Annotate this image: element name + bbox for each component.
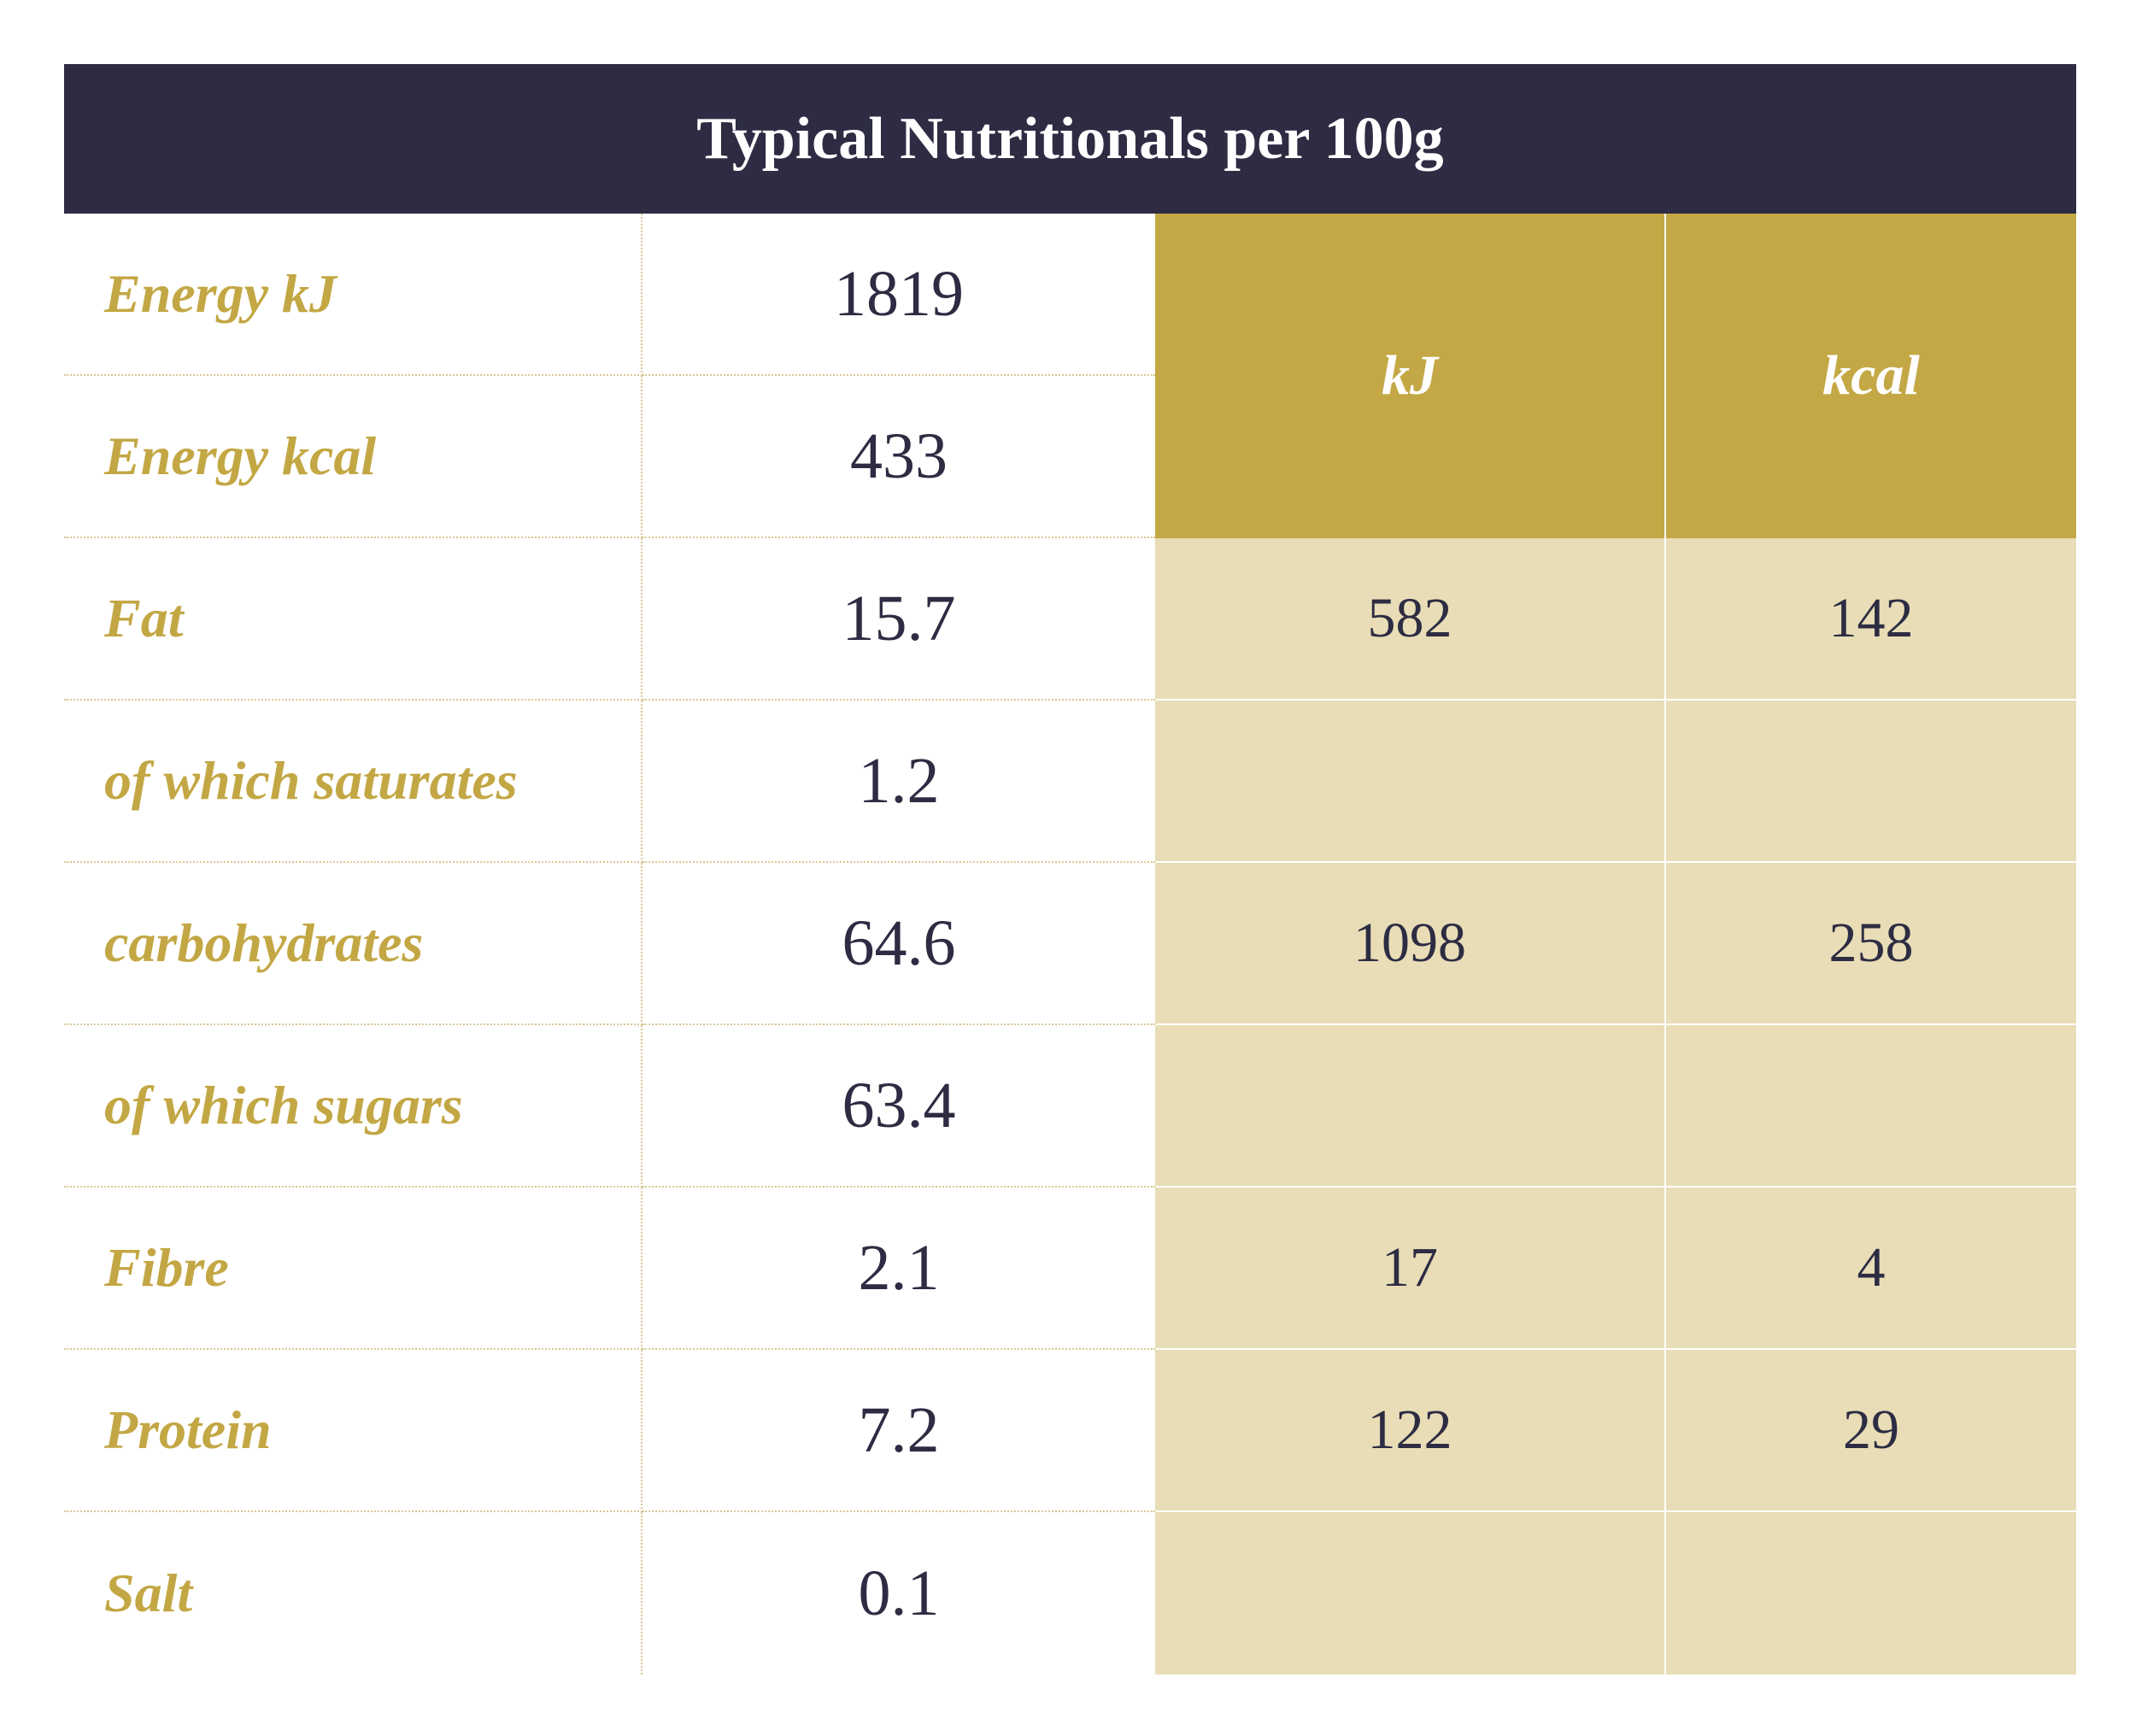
row-value-salt: 0.1 <box>858 1557 940 1629</box>
row-kj-sugars <box>1155 1025 1666 1188</box>
row-value-saturates: 1.2 <box>643 701 1155 863</box>
row-kj-salt <box>1155 1512 1666 1674</box>
header-kj: kJ <box>1155 214 1666 538</box>
row-label-salt: Salt <box>64 1512 643 1674</box>
row-value-carbohydrates: 64.6 <box>643 863 1155 1025</box>
row-kcal-fibre: 4 <box>1666 1188 2076 1350</box>
row-label-fibre: Fibre <box>64 1188 643 1350</box>
row-kcal-carbohydrates: 258 <box>1666 863 2076 1025</box>
row-label-energy-kcal: Energy kcal <box>64 376 643 538</box>
row-value-sugars: 63.4 <box>643 1025 1155 1188</box>
row-value-fat: 15.7 <box>643 538 1155 701</box>
row-kj-fibre: 17 <box>1155 1188 1666 1350</box>
row-label-saturates: of which saturates <box>64 701 643 863</box>
table-title: Typical Nutritionals per 100g <box>64 64 2076 214</box>
row-label-fat: Fat <box>64 538 643 701</box>
row-kj-saturates <box>1155 701 1666 863</box>
nutrition-grid: Energy kJ 1819 kJ kcal Energy kcal 433 F… <box>64 214 2076 1674</box>
row-value-energy-kj: 1819 <box>643 214 1155 376</box>
row-kcal-fat: 142 <box>1666 538 2076 701</box>
row-kj-carbohydrates: 1098 <box>1155 863 1666 1025</box>
nutrition-table: Typical Nutritionals per 100g Energy kJ … <box>64 64 2076 1674</box>
row-label-protein: Protein <box>64 1350 643 1512</box>
row-value-fibre: 2.1 <box>643 1188 1155 1350</box>
row-value-protein: 7.2 <box>643 1350 1155 1512</box>
row-label-carbohydrates: carbohydrates <box>64 863 643 1025</box>
row-kj-fat: 582 <box>1155 538 1666 701</box>
header-kcal: kcal <box>1666 214 2076 538</box>
row-kcal-saturates <box>1666 701 2076 863</box>
row-kj-protein: 122 <box>1155 1350 1666 1512</box>
row-value-energy-kcal: 433 <box>643 376 1155 538</box>
row-kcal-salt <box>1666 1512 2076 1674</box>
row-label-energy-kj: Energy kJ <box>64 214 643 376</box>
row-kcal-protein: 29 <box>1666 1350 2076 1512</box>
row-label-sugars: of which sugars <box>64 1025 643 1188</box>
row-kcal-sugars <box>1666 1025 2076 1188</box>
